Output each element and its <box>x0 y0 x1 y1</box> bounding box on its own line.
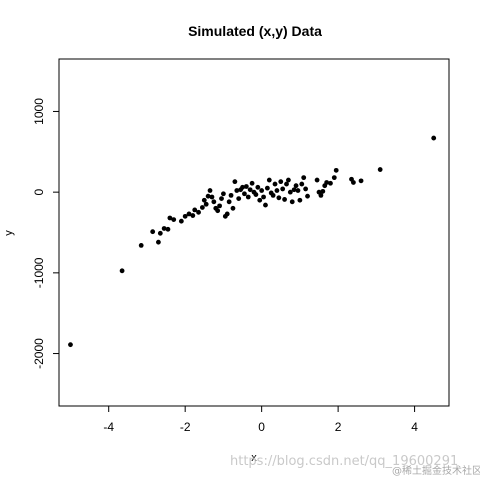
data-point <box>318 192 324 198</box>
data-point <box>297 197 303 203</box>
data-point <box>190 213 196 218</box>
x-axis-label: x <box>251 452 257 464</box>
data-point <box>351 180 356 185</box>
data-point <box>196 209 201 215</box>
y-tick-label: -2000 <box>32 338 46 369</box>
data-point <box>167 215 173 221</box>
data-point <box>259 188 265 193</box>
data-point <box>303 186 309 192</box>
data-point <box>217 203 222 209</box>
data-point <box>226 199 232 205</box>
x-tick-label: 0 <box>258 420 265 434</box>
data-point <box>236 196 242 202</box>
data-point <box>240 184 245 190</box>
y-axis-label: y <box>3 230 15 236</box>
data-point <box>291 187 297 193</box>
data-point <box>264 185 270 191</box>
x-tick-label: 4 <box>411 420 418 434</box>
data-point <box>245 194 251 200</box>
data-point <box>301 175 307 181</box>
watermark-brand: @稀土掘金技术社区 <box>392 464 480 477</box>
data-point <box>249 180 255 186</box>
y-tick-label: 1000 <box>32 98 46 125</box>
data-point <box>186 211 192 217</box>
data-point <box>156 239 161 245</box>
y-tick-label: -1000 <box>32 257 46 288</box>
data-point <box>266 177 272 183</box>
data-point <box>211 199 217 205</box>
data-point <box>274 188 280 193</box>
data-point <box>242 191 247 197</box>
chart-title: Simulated (x,y) Data <box>188 23 322 39</box>
data-point <box>358 178 364 184</box>
data-point <box>255 184 261 190</box>
data-point <box>331 175 337 181</box>
data-point <box>261 194 266 200</box>
data-point <box>150 229 156 235</box>
data-point <box>328 180 333 186</box>
data-point <box>157 230 163 236</box>
plot-frame <box>58 58 450 407</box>
data-point <box>203 201 209 207</box>
data-point <box>230 205 236 211</box>
data-point <box>165 226 171 232</box>
x-axis: -4 -2 0 2 4 <box>103 406 418 434</box>
data-point <box>224 211 230 217</box>
x-tick-label: 2 <box>335 420 342 434</box>
y-tick-label: 0 <box>32 188 46 195</box>
data-point <box>138 243 144 248</box>
data-point <box>182 213 188 219</box>
data-point <box>280 186 286 192</box>
data-point <box>221 191 226 197</box>
data-point <box>257 197 263 203</box>
data-point <box>289 199 295 205</box>
data-point <box>215 208 221 214</box>
y-axis: -2000 -1000 0 1000 <box>32 98 59 369</box>
data-point <box>228 192 234 198</box>
data-point <box>299 181 305 187</box>
data-point <box>431 135 437 141</box>
x-tick-label: -2 <box>180 420 191 434</box>
data-point <box>209 194 215 200</box>
data-point <box>207 188 213 193</box>
data-point <box>243 184 249 189</box>
data-point <box>178 218 184 224</box>
data-point <box>253 192 259 197</box>
data-point <box>205 193 211 199</box>
data-point <box>295 188 301 193</box>
data-point <box>293 183 299 189</box>
data-point <box>320 188 326 194</box>
data-point <box>68 342 73 348</box>
x-tick-label: -4 <box>103 420 114 434</box>
watermark-url: https://blog.csdn.net/qq_19600291 <box>230 454 458 469</box>
data-point <box>272 181 278 187</box>
data-point <box>287 189 293 195</box>
data-point <box>278 179 284 185</box>
data-point <box>305 193 310 199</box>
data-point <box>263 202 268 208</box>
data-point <box>324 180 330 185</box>
data-point <box>161 226 167 231</box>
data-point <box>192 207 198 213</box>
data-point <box>119 268 125 274</box>
data-point <box>282 197 287 202</box>
data-point <box>171 217 177 222</box>
data-point <box>199 205 205 210</box>
data-point <box>276 195 282 201</box>
data-point <box>270 192 276 198</box>
data-point <box>232 179 238 185</box>
data-point <box>284 181 289 187</box>
data-point <box>286 177 291 183</box>
data-point <box>219 196 224 202</box>
data-point <box>201 197 207 203</box>
data-point <box>247 187 253 193</box>
data-point <box>333 167 339 173</box>
data-point <box>234 188 240 193</box>
data-point <box>377 167 383 172</box>
data-points <box>68 135 437 348</box>
data-point <box>314 177 320 183</box>
